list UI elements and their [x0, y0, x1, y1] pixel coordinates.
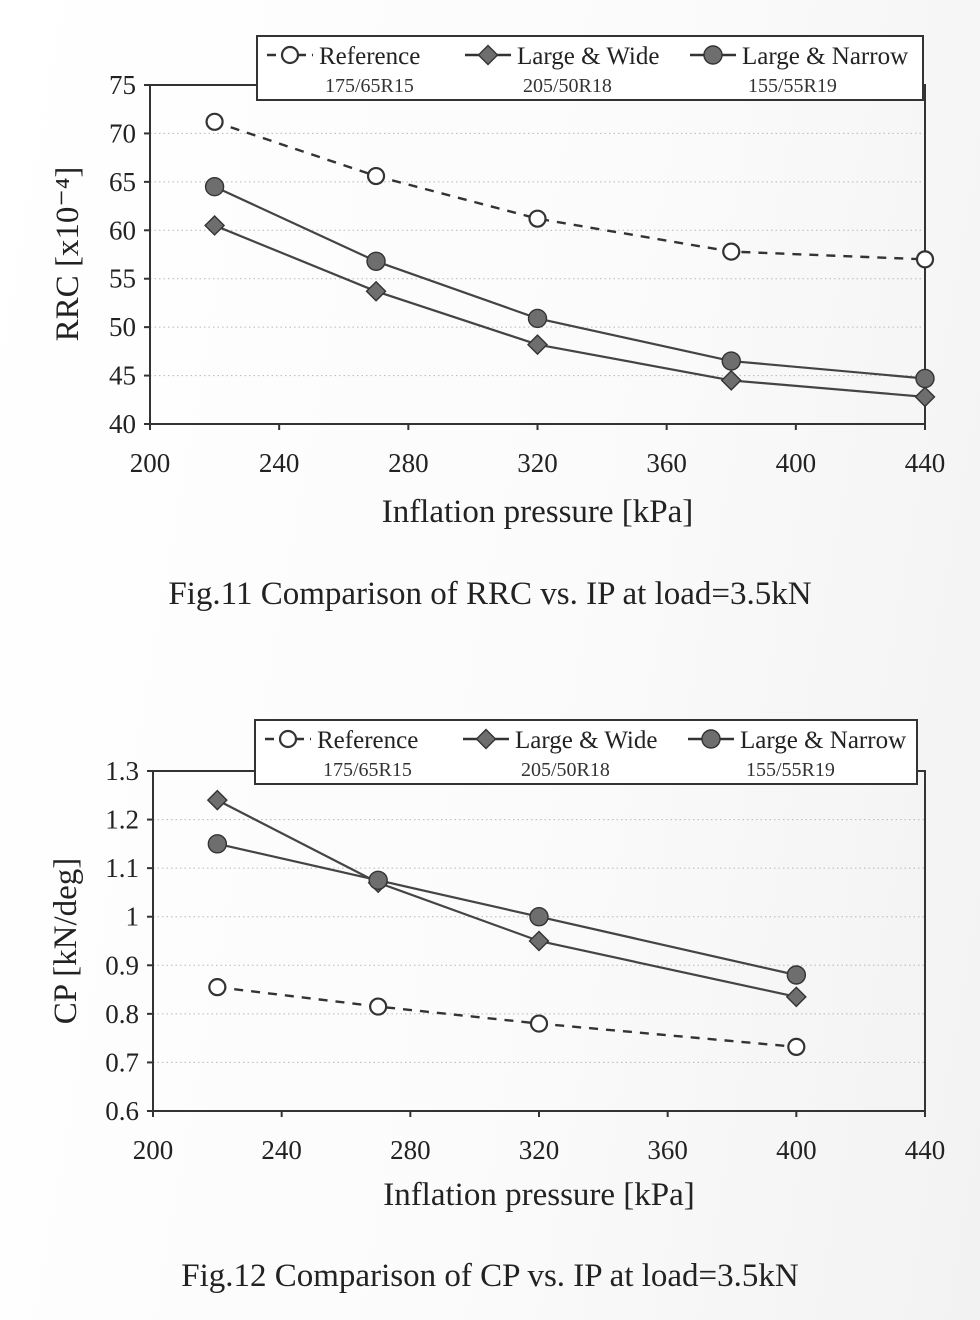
rrc-point-0	[366, 166, 386, 186]
cp-y-tick-label: 1.1	[105, 853, 139, 883]
cp-x-tick-label: 440	[905, 1135, 946, 1165]
cp-x-tick-label: 320	[519, 1135, 560, 1165]
cp-x-tick-label: 200	[133, 1135, 174, 1165]
rrc-y-tick-label: 55	[109, 264, 136, 294]
cp-point-0	[787, 1037, 806, 1056]
rrc-point-1	[365, 280, 387, 302]
cp-series-line-1	[216, 799, 797, 998]
rrc-y-tick-label: 75	[109, 70, 136, 100]
cp-series-line-0	[217, 985, 797, 1049]
cp-point-2	[207, 834, 228, 854]
rrc-point-0	[915, 250, 935, 269]
rrc-series-line-1	[214, 224, 926, 398]
rrc-legend-marker-1	[477, 44, 499, 66]
rrc-x-tick-label: 360	[646, 448, 687, 478]
cp-series-line-2	[217, 842, 797, 977]
rrc-point-0	[205, 112, 224, 131]
rrc-legend-marker-0	[280, 45, 300, 65]
rrc-y-axis-title: RRC [x10⁻⁴]	[50, 167, 86, 342]
rrc-point-1	[914, 386, 936, 408]
rrc-point-0	[722, 242, 741, 261]
cp-legend-sub-2: 155/55R19	[746, 759, 835, 781]
rrc-x-tick-label: 280	[388, 448, 429, 478]
cp-point-1	[528, 930, 550, 952]
rrc-legend-label-1: Large & Wide	[517, 43, 659, 70]
rrc-legend-marker-2	[703, 45, 723, 65]
cp-x-tick-label: 280	[390, 1135, 431, 1165]
cp-y-tick-label: 0.6	[105, 1096, 139, 1126]
cp-y-tick-label: 1.2	[105, 805, 139, 835]
rrc-legend-box	[256, 35, 924, 101]
cp-x-tick-label: 360	[647, 1135, 688, 1165]
rrc-legend-sub-2: 155/55R19	[748, 75, 837, 97]
figure-11-caption: Fig.11 Comparison of RRC vs. IP at load=…	[168, 576, 812, 612]
cp-legend-marker-2	[701, 729, 721, 749]
rrc-point-0	[528, 209, 547, 228]
cp-x-tick-label: 240	[261, 1135, 302, 1165]
rrc-legend-sub-1: 205/50R18	[523, 75, 612, 97]
rrc-point-2	[527, 308, 548, 329]
rrc-point-2	[366, 251, 386, 271]
rrc-x-tick-label: 200	[130, 448, 171, 478]
rrc-y-tick-label: 45	[109, 361, 136, 391]
figure-12-caption: Fig.12 Comparison of CP vs. IP at load=3…	[181, 1258, 799, 1294]
cp-legend-marker-0	[278, 729, 298, 749]
rrc-x-tick-label: 240	[259, 448, 300, 478]
rrc-x-axis-title: Inflation pressure [kPa]	[382, 494, 694, 530]
rrc-chart: 40 45 50 55 60 65 70 75 200 240 280 320 360 400 440 Inf…	[50, 35, 946, 530]
cp-x-tick-label: 400	[776, 1135, 817, 1165]
cp-point-2	[368, 870, 388, 890]
cp-chart: 0.6 0.7 0.8 0.9 1 1.1 1.2 1.3 200 240 280 320 360 400…	[48, 719, 946, 1213]
cp-point-1	[206, 789, 228, 811]
cp-y-tick-label: 0.8	[105, 999, 139, 1029]
cp-legend-marker-1	[475, 728, 497, 750]
cp-point-0	[208, 978, 227, 997]
rrc-plot-frame	[149, 84, 926, 425]
rrc-point-2	[915, 368, 935, 389]
rrc-y-tick-label: 65	[109, 167, 136, 197]
cp-legend-label-1: Large & Wide	[515, 727, 657, 754]
cp-point-2	[529, 907, 549, 927]
rrc-x-tick-label: 440	[905, 448, 946, 478]
cp-y-tick-label: 1	[126, 902, 140, 932]
rrc-point-1	[720, 369, 742, 391]
rrc-point-2	[721, 351, 741, 371]
cp-y-axis-title: CP [kN/deg]	[48, 858, 84, 1025]
rrc-y-tick-label: 50	[109, 312, 136, 342]
cp-x-axis-title: Inflation pressure [kPa]	[383, 1177, 695, 1213]
cp-y-tick-label: 1.3	[105, 756, 139, 786]
cp-legend-box	[254, 719, 918, 785]
cp-point-2	[786, 965, 807, 985]
rrc-series-line-0	[214, 120, 926, 261]
rrc-x-tick-label: 320	[517, 448, 558, 478]
cp-point-0	[369, 997, 388, 1016]
rrc-y-tick-label: 40	[109, 409, 136, 439]
rrc-x-tick-label: 400	[776, 448, 817, 478]
cp-point-1	[785, 986, 807, 1008]
rrc-y-tick-label: 60	[109, 215, 136, 245]
rrc-legend-label-0: Reference	[319, 43, 420, 70]
cp-legend-label-2: Large & Narrow	[740, 727, 906, 754]
rrc-legend-sub-0: 175/65R15	[325, 75, 414, 97]
rrc-point-1	[204, 214, 226, 236]
cp-legend-sub-1: 205/50R18	[521, 759, 610, 781]
rrc-y-tick-label: 70	[109, 118, 136, 148]
rrc-point-1	[527, 334, 548, 356]
cp-y-tick-label: 0.7	[105, 1047, 139, 1077]
cp-y-tick-label: 0.9	[105, 950, 139, 980]
cp-point-0	[529, 1014, 549, 1033]
cp-legend-label-0: Reference	[317, 727, 418, 754]
rrc-point-2	[204, 176, 225, 197]
rrc-legend-label-2: Large & Narrow	[742, 43, 908, 70]
cp-legend-sub-0: 175/65R15	[323, 759, 412, 781]
